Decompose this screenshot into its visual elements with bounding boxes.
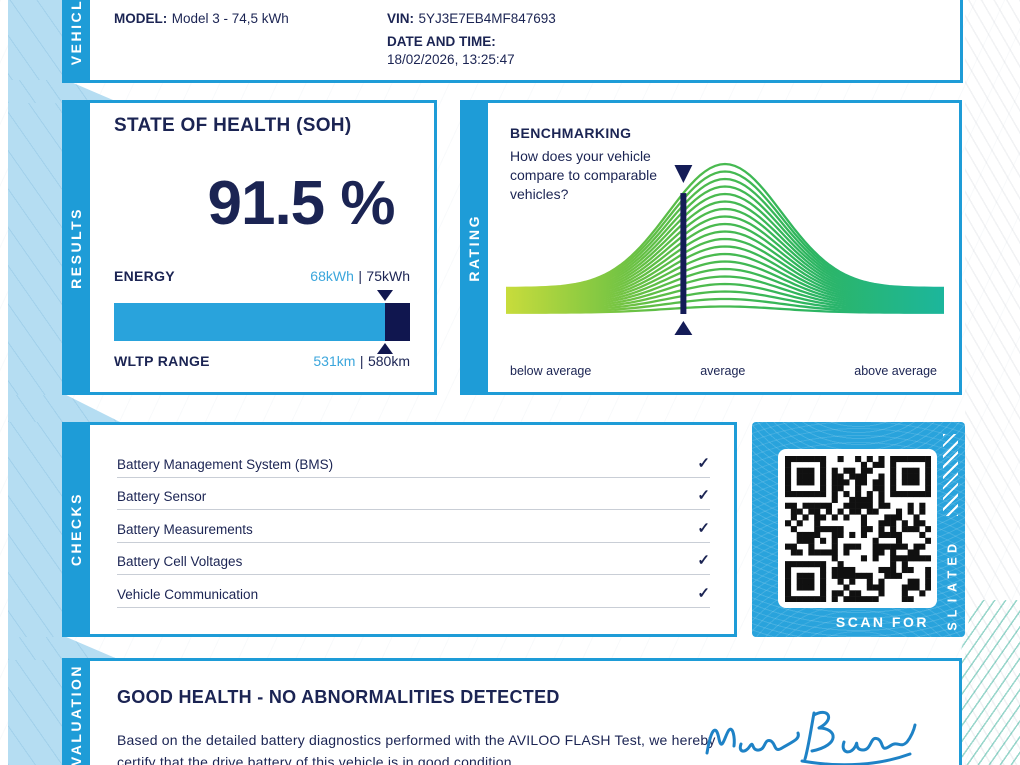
- rating-section-bar: RATING: [460, 100, 488, 395]
- vehicle-card: MODEL: Model 3 - 74,5 kWh VIN: 5YJ3E7EB4…: [90, 0, 963, 83]
- right-margin-hatch: [965, 0, 1020, 765]
- energy-bar: [114, 303, 410, 341]
- check-passed-icon: ✓: [697, 487, 710, 504]
- band-connector: [8, 637, 120, 660]
- benchmark-title: BENCHMARKING: [510, 125, 632, 141]
- check-label: Battery Sensor: [117, 489, 207, 504]
- vin-value: 5YJ3E7EB4MF847693: [418, 11, 556, 26]
- axis-label-above-average: above average: [854, 364, 937, 378]
- signature: [705, 710, 917, 765]
- rating-card: BENCHMARKING How does your vehicle compa…: [488, 100, 962, 395]
- check-label: Battery Measurements: [117, 521, 253, 537]
- evaluation-section-bar: EVALUATION: [62, 658, 90, 765]
- axis-label-average: average: [700, 364, 746, 378]
- wltp-current-value: 531km: [313, 353, 356, 369]
- model-label: MODEL:: [114, 11, 168, 26]
- check-row: Battery Management System (BMS) ✓: [117, 445, 710, 478]
- section-vehicle: VEHICLE MODEL: Model 3 - 74,5 kWh VIN: 5…: [62, 0, 963, 83]
- scan-for-label: SCAN FOR: [835, 614, 929, 630]
- results-section-bar: RESULTS: [62, 100, 90, 395]
- check-row: Battery Sensor ✓: [117, 478, 710, 510]
- evaluation-card: GOOD HEALTH - NO ABNORMALITIES DETECTED …: [90, 658, 962, 765]
- qr-code-container: [778, 449, 937, 608]
- qr-code: [784, 455, 931, 602]
- check-passed-icon: ✓: [697, 552, 710, 569]
- vehicle-section-label: VEHICLE: [68, 0, 84, 66]
- check-passed-icon: ✓: [697, 454, 710, 472]
- wltp-values: 531km | 580km: [313, 353, 410, 371]
- check-row: Battery Measurements ✓: [117, 510, 710, 543]
- details-hatch-icon: [943, 434, 958, 516]
- wltp-separator: |: [359, 353, 364, 369]
- marker-triangle-up-icon: [376, 343, 393, 354]
- check-row: Battery Cell Voltages ✓: [117, 543, 710, 575]
- vin-label: VIN:: [387, 11, 414, 26]
- section-evaluation: EVALUATION GOOD HEALTH - NO ABNORMALITIE…: [62, 658, 962, 765]
- energy-values: 68kWh | 75kWh: [310, 268, 410, 286]
- rating-section-label: RATING: [466, 213, 482, 282]
- evaluation-section-label: EVALUATION: [68, 664, 84, 765]
- checks-section-label: CHECKS: [68, 492, 84, 567]
- section-rating: RATING BENCHMARKING How does your vehicl…: [460, 100, 962, 395]
- benchmark-axis: below average average above average: [510, 364, 937, 378]
- check-passed-icon: ✓: [697, 584, 710, 602]
- benchmark-subtitle: How does your vehicle compare to compara…: [510, 148, 658, 202]
- vehicle-section-bar: VEHICLE: [62, 0, 90, 83]
- section-checks: CHECKS Battery Management System (BMS) ✓ B…: [62, 422, 737, 637]
- details-letter: S: [945, 622, 960, 631]
- results-section-label: RESULTS: [68, 206, 84, 289]
- check-label: Battery Cell Voltages: [117, 554, 243, 569]
- band-connector: [8, 395, 120, 422]
- axis-label-below-average: below average: [510, 364, 592, 378]
- section-results: RESULTS STATE OF HEALTH (SOH) 91.5 % ENE…: [62, 100, 437, 395]
- evaluation-title: GOOD HEALTH - NO ABNORMALITIES DETECTED: [117, 687, 560, 707]
- datetime-label: DATE AND TIME:: [387, 34, 496, 49]
- results-card: STATE OF HEALTH (SOH) 91.5 % ENERGY 68kW…: [90, 100, 437, 395]
- energy-separator: |: [358, 268, 362, 284]
- energy-bar-wrap: [114, 290, 410, 354]
- wltp-range-label: WLTP RANGE: [114, 353, 210, 369]
- soh-title: STATE OF HEALTH (SOH): [114, 115, 352, 136]
- energy-current-value: 68kWh: [310, 268, 354, 284]
- energy-total-value: 75kWh: [366, 268, 410, 284]
- datetime-value: 18/02/2026, 13:25:47: [387, 52, 515, 67]
- checks-section-bar: CHECKS: [62, 422, 90, 637]
- soh-value: 91.5 %: [207, 169, 395, 238]
- wltp-total-value: 580km: [367, 353, 410, 369]
- check-passed-icon: ✓: [697, 519, 710, 537]
- benchmark-distribution-chart: [506, 162, 944, 335]
- evaluation-body: Based on the detailed battery diagnostic…: [117, 732, 716, 765]
- energy-label: ENERGY: [114, 268, 175, 284]
- check-label: Battery Management System (BMS): [117, 456, 334, 472]
- model-value: Model 3 - 74,5 kWh: [171, 11, 289, 26]
- check-label: Vehicle Communication: [117, 586, 259, 602]
- checks-card: Battery Management System (BMS) ✓ Battery …: [90, 422, 737, 637]
- marker-triangle-down-icon: [376, 290, 393, 301]
- check-row: Vehicle Communication ✓: [117, 575, 710, 608]
